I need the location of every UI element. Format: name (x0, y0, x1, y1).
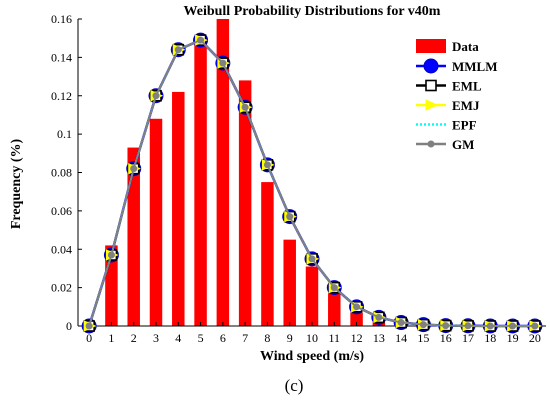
legend-label-gm: GM (452, 137, 474, 152)
series-point-gm (330, 284, 338, 292)
legend-label-epf: EPF (452, 118, 477, 133)
legend-label-mmlm: MMLM (452, 59, 497, 74)
series-point-gm (531, 322, 539, 330)
x-tick-label: 11 (329, 331, 341, 345)
x-tick-label: 14 (395, 331, 407, 345)
x-tick-label: 12 (351, 331, 363, 345)
y-tick-label: 0.12 (51, 89, 72, 103)
chart-title: Weibull Probability Distributions for v4… (184, 4, 441, 19)
series-point-gm (419, 321, 427, 329)
y-tick-label: 0.16 (51, 12, 72, 26)
series-point-gm (219, 59, 227, 67)
x-tick-label: 10 (306, 331, 318, 345)
data-bar-12 (350, 312, 363, 326)
legend-marker-mmlm (423, 58, 439, 74)
x-tick-label: 1 (108, 331, 114, 345)
x-tick-label: 5 (198, 331, 204, 345)
data-bar-3 (149, 118, 163, 327)
x-tick-label: 13 (373, 331, 385, 345)
x-tick-label: 2 (131, 331, 137, 345)
x-tick-label: 9 (287, 331, 293, 345)
legend-marker-gm (427, 140, 435, 148)
x-tick-label: 19 (507, 331, 519, 345)
data-bar-2 (127, 147, 140, 326)
series-point-gm (174, 46, 182, 54)
series-point-gm (286, 213, 294, 221)
data-bar-4 (172, 91, 185, 326)
y-tick-label: 0.08 (51, 166, 72, 180)
legend-swatch-data (416, 39, 446, 53)
legend-label-eml: EML (452, 79, 482, 94)
legend-marker-emj (425, 99, 439, 111)
series-point-gm (152, 92, 160, 100)
data-bar-7 (238, 80, 252, 327)
series-point-gm (375, 313, 383, 321)
panel-label: (c) (285, 376, 304, 395)
data-bar-9 (283, 239, 296, 326)
series-point-gm (464, 322, 472, 330)
data-bar-5 (194, 38, 207, 326)
series-point-gm (130, 165, 138, 173)
series-point-gm (509, 322, 517, 330)
series-point-gm (353, 303, 361, 311)
x-tick-label: 3 (153, 331, 159, 345)
data-bar-8 (261, 182, 274, 326)
series-point-gm (241, 103, 249, 111)
y-tick-label: 0.1 (57, 127, 72, 141)
y-tick-label: 0.02 (51, 281, 72, 295)
x-tick-label: 8 (264, 331, 270, 345)
x-tick-label: 4 (175, 331, 181, 345)
x-tick-label: 17 (462, 331, 474, 345)
y-tick-label: 0.04 (51, 242, 72, 256)
series-point-gm (85, 322, 93, 330)
x-tick-label: 16 (440, 331, 452, 345)
y-tick-label: 0.14 (51, 50, 72, 64)
legend: Data MMLM EML EMJ EPF GM (416, 39, 497, 152)
x-tick-label: 15 (417, 331, 429, 345)
y-axis-label: Frequency (%) (9, 138, 24, 229)
x-tick-label: 18 (484, 331, 496, 345)
series-point-gm (107, 251, 115, 259)
series-point-gm (397, 319, 405, 327)
series-point-gm (308, 255, 316, 263)
x-axis-label: Wind speed (m/s) (260, 349, 364, 364)
data-bar-6 (216, 19, 230, 326)
legend-label-emj: EMJ (452, 98, 480, 113)
data-bar-10 (305, 266, 319, 326)
x-tick-label: 6 (220, 331, 226, 345)
y-tick-label: 0 (66, 319, 72, 333)
series-point-gm (486, 322, 494, 330)
y-tick-label: 0.06 (51, 204, 72, 218)
series-point-gm (442, 322, 450, 330)
x-tick-label: 7 (242, 331, 248, 345)
series-point-gm (197, 36, 205, 44)
x-tick-label: 20 (529, 331, 541, 345)
plot-area: 0 1 2 3 4 5 6 7 8 9 10 11 12 13 14 15 16 17 18 19 2000.020.0… (51, 12, 546, 345)
x-tick-label: 0 (86, 331, 92, 345)
data-bar-11 (328, 293, 341, 326)
legend-marker-eml (425, 79, 437, 92)
series-point-gm (263, 161, 271, 169)
legend-label-data: Data (452, 39, 479, 54)
